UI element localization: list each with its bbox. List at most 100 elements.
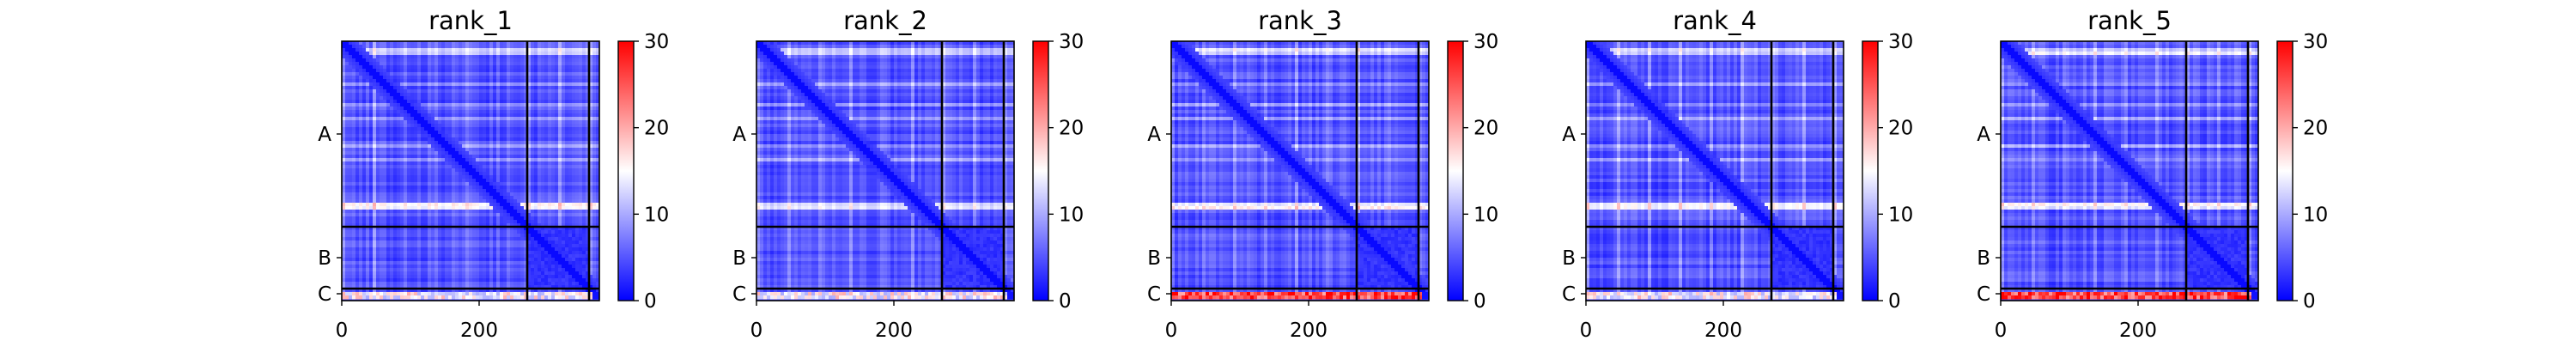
heatmap-cell bbox=[531, 186, 535, 190]
heatmap-cell bbox=[417, 258, 422, 262]
heatmap-cell bbox=[544, 265, 549, 269]
heatmap-cell bbox=[366, 124, 370, 128]
heatmap-cell bbox=[462, 265, 466, 269]
heatmap-cell bbox=[496, 186, 501, 190]
heatmap-cell bbox=[373, 203, 377, 207]
heatmap-cell bbox=[428, 240, 432, 245]
heatmap-cell bbox=[479, 175, 483, 180]
heatmap-cell bbox=[400, 89, 404, 94]
heatmap-cell bbox=[455, 151, 459, 155]
heatmap-cell bbox=[428, 144, 432, 149]
heatmap-cell bbox=[462, 131, 466, 135]
heatmap-cell bbox=[582, 107, 586, 111]
heatmap-cell bbox=[572, 117, 576, 121]
heatmap-cell bbox=[493, 261, 497, 265]
heatmap-cell bbox=[513, 254, 518, 259]
heatmap-cell bbox=[582, 45, 586, 49]
heatmap-cell bbox=[503, 186, 507, 190]
heatmap-cell bbox=[366, 161, 370, 166]
heatmap-cell bbox=[362, 244, 367, 248]
heatmap-cell bbox=[407, 69, 411, 73]
heatmap-cell bbox=[562, 141, 566, 145]
heatmap-cell bbox=[544, 172, 549, 176]
heatmap-cell bbox=[441, 165, 446, 169]
heatmap-cell bbox=[541, 161, 545, 166]
heatmap-cell bbox=[376, 89, 380, 94]
heatmap-cell bbox=[397, 268, 401, 272]
heatmap-cell bbox=[438, 189, 442, 193]
heatmap-cell bbox=[496, 179, 501, 183]
heatmap-cell bbox=[510, 158, 514, 162]
heatmap-cell bbox=[452, 100, 456, 104]
heatmap-cell bbox=[486, 148, 490, 152]
heatmap-cell bbox=[541, 120, 545, 125]
heatmap-cell bbox=[366, 148, 370, 152]
heatmap-cell bbox=[544, 244, 549, 248]
heatmap-cell bbox=[483, 175, 487, 180]
heatmap-cell bbox=[349, 93, 353, 97]
heatmap-cell bbox=[349, 234, 353, 238]
heatmap-cell bbox=[496, 58, 501, 63]
heatmap-cell bbox=[572, 100, 576, 104]
heatmap-cell bbox=[575, 137, 580, 142]
heatmap-cell bbox=[459, 65, 463, 70]
heatmap-cell bbox=[410, 69, 415, 73]
heatmap-cell bbox=[441, 247, 446, 252]
heatmap-cell bbox=[445, 196, 449, 200]
heatmap-cell bbox=[565, 110, 569, 114]
heatmap-cell bbox=[520, 182, 525, 186]
heatmap-cell bbox=[431, 86, 435, 90]
heatmap-cell bbox=[407, 244, 411, 248]
heatmap-cell bbox=[562, 213, 566, 217]
heatmap-cell bbox=[575, 168, 580, 173]
heatmap-cell bbox=[414, 62, 418, 66]
heatmap-cell bbox=[565, 179, 569, 183]
heatmap-cell bbox=[428, 124, 432, 128]
heatmap-cell bbox=[452, 131, 456, 135]
heatmap-cell bbox=[469, 100, 473, 104]
heatmap-cell bbox=[592, 58, 597, 63]
heatmap-cell bbox=[551, 244, 556, 248]
heatmap-cell bbox=[548, 107, 552, 111]
heatmap-cell bbox=[455, 182, 459, 186]
heatmap-cell bbox=[558, 192, 562, 197]
heatmap-cell bbox=[434, 265, 439, 269]
heatmap-cell bbox=[386, 107, 391, 111]
heatmap-cell bbox=[373, 131, 377, 135]
heatmap-cell bbox=[493, 65, 497, 70]
heatmap-cell bbox=[483, 213, 487, 217]
heatmap-cell bbox=[489, 158, 494, 162]
heatmap-cell bbox=[428, 254, 432, 259]
heatmap-cell bbox=[510, 234, 514, 238]
heatmap-cell bbox=[531, 189, 535, 193]
heatmap-cell bbox=[431, 258, 435, 262]
heatmap-cell bbox=[544, 196, 549, 200]
heatmap-cell bbox=[479, 124, 483, 128]
heatmap-cell bbox=[558, 69, 562, 73]
heatmap-cell bbox=[462, 182, 466, 186]
heatmap-cell bbox=[359, 117, 363, 121]
heatmap-cell bbox=[355, 172, 360, 176]
heatmap-cell bbox=[520, 234, 525, 238]
heatmap-cell bbox=[431, 206, 435, 210]
heatmap-cell bbox=[376, 65, 380, 70]
heatmap-cell bbox=[397, 124, 401, 128]
heatmap-cell bbox=[376, 48, 380, 52]
heatmap-cell bbox=[572, 134, 576, 138]
heatmap-cell bbox=[410, 210, 415, 214]
heatmap-cell bbox=[483, 103, 487, 107]
heatmap-cell bbox=[428, 89, 432, 94]
heatmap-cell bbox=[383, 265, 387, 269]
heatmap-cell bbox=[534, 86, 538, 90]
heatmap-cell bbox=[575, 127, 580, 131]
heatmap-cell bbox=[421, 86, 425, 90]
heatmap-cell bbox=[544, 52, 549, 56]
heatmap-cell bbox=[520, 110, 525, 114]
heatmap-cell bbox=[568, 210, 573, 214]
heatmap-cell bbox=[448, 96, 453, 100]
heatmap-cell bbox=[383, 247, 387, 252]
heatmap-cell bbox=[483, 168, 487, 173]
heatmap-cell bbox=[414, 251, 418, 255]
heatmap-cell bbox=[441, 148, 446, 152]
heatmap-cell bbox=[592, 86, 597, 90]
